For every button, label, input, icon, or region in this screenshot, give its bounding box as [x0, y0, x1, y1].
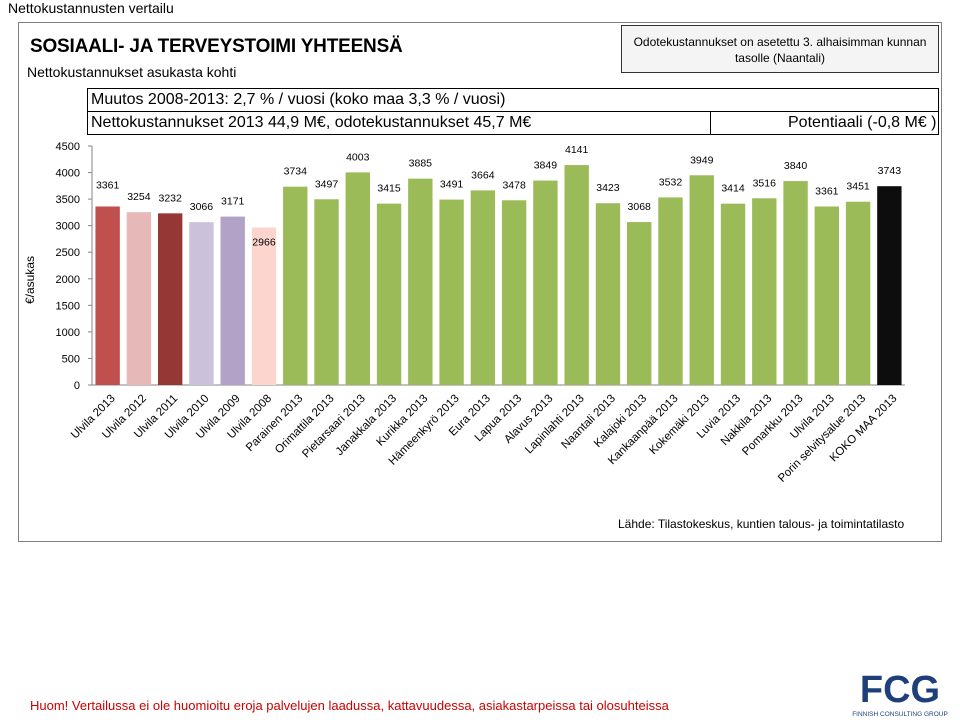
bar-value-label: 3478 — [502, 179, 526, 191]
fcg-logo: FCG FINNISH CONSULTING GROUP — [852, 669, 948, 718]
y-tick-label: 4500 — [56, 141, 80, 153]
bar-value-label: 4003 — [346, 151, 370, 163]
potential-text: Potentiaali (-0,8 M€ ) — [788, 114, 937, 131]
y-tick-label: 0 — [74, 380, 80, 392]
bar — [595, 203, 621, 385]
bar — [314, 199, 339, 385]
bar — [689, 175, 714, 385]
change-rate-text: Muutos 2008-2013: 2,7 % / vuosi (koko ma… — [91, 91, 506, 108]
bar-value-label: 3885 — [409, 158, 433, 170]
summary-separator — [710, 111, 711, 135]
bar — [345, 172, 370, 385]
bar — [95, 206, 120, 385]
bar — [251, 227, 277, 385]
bar-value-label: 3415 — [377, 183, 401, 195]
bar-value-label: 3414 — [721, 183, 745, 195]
bar-value-label: 3497 — [315, 178, 339, 190]
bar — [376, 203, 402, 385]
bar — [439, 199, 464, 385]
y-tick-label: 3000 — [56, 221, 80, 233]
bar — [157, 213, 183, 385]
bar-value-label: 3361 — [815, 185, 839, 197]
bar-value-label: 3949 — [690, 154, 714, 166]
bar — [752, 198, 777, 385]
bar — [189, 222, 214, 385]
y-tick-label: 1500 — [56, 300, 80, 312]
net-cost-text: Nettokustannukset 2013 44,9 M€, odotekus… — [91, 114, 532, 131]
y-tick-label: 3500 — [56, 194, 80, 206]
bar-value-label: 3664 — [471, 169, 495, 181]
y-axis-label: €/asukas — [23, 256, 37, 304]
bar-value-label: 3743 — [878, 165, 902, 177]
bar — [408, 178, 433, 385]
bar-value-label: 3361 — [96, 179, 120, 191]
bar-value-label: 3840 — [784, 160, 808, 172]
bar-value-label: 3232 — [158, 192, 182, 204]
bar-value-label: 3491 — [440, 179, 464, 191]
bar — [283, 186, 308, 385]
bar-value-label: 3171 — [221, 196, 245, 208]
bar-value-label: 3451 — [846, 181, 870, 193]
bar — [720, 203, 746, 385]
bar-value-label: 3734 — [284, 166, 308, 178]
bar — [814, 206, 840, 385]
slide-title: Nettokustannusten vertailu — [8, 0, 174, 16]
bar — [564, 165, 589, 385]
bar-value-label: 3516 — [753, 177, 777, 189]
bar — [470, 190, 496, 385]
bar-value-label: 3849 — [534, 160, 558, 172]
bar — [126, 212, 152, 385]
disclaimer-text: Huom! Vertailussa ei ole huomioitu eroja… — [30, 698, 669, 713]
bar — [845, 201, 871, 385]
bar-value-label: 3254 — [127, 191, 151, 203]
bar-value-label: 3066 — [190, 201, 214, 213]
svg-text:FCG: FCG — [860, 669, 940, 711]
bar-value-label: 4141 — [565, 144, 589, 156]
bar — [658, 197, 683, 385]
chart-heading: SOSIAALI- JA TERVEYSTOIMI YHTEENSÄ — [30, 36, 403, 57]
bar — [220, 216, 245, 385]
y-tick-label: 500 — [62, 353, 80, 365]
bar — [501, 200, 527, 385]
y-tick-label: 1000 — [56, 327, 80, 339]
bar — [877, 186, 902, 385]
y-tick-label: 2500 — [56, 247, 80, 259]
reference-note-box: Odotekustannukset on asetettu 3. alhaisi… — [621, 25, 939, 73]
summary-divider — [87, 111, 939, 112]
bar — [627, 222, 652, 385]
bar-value-label: 3532 — [659, 176, 683, 188]
bar-value-label: 3423 — [596, 182, 620, 194]
svg-text:FINNISH CONSULTING GROUP: FINNISH CONSULTING GROUP — [852, 711, 948, 718]
bar-chart: 0 500 1000 1500 2000 2500 3000 3500 4000 4500 €/as… — [23, 141, 905, 485]
bar — [783, 181, 808, 385]
y-tick-label: 2000 — [56, 274, 80, 286]
chart-subheading: Nettokustannukset asukasta kohti — [27, 64, 237, 80]
bar-value-label: 2966 — [252, 236, 276, 248]
y-tick-label: 4000 — [56, 168, 80, 180]
bar — [533, 180, 558, 385]
bar-value-label: 3068 — [628, 201, 652, 213]
source-note: Lähde: Tilastokeskus, kuntien talous- ja… — [618, 517, 905, 531]
